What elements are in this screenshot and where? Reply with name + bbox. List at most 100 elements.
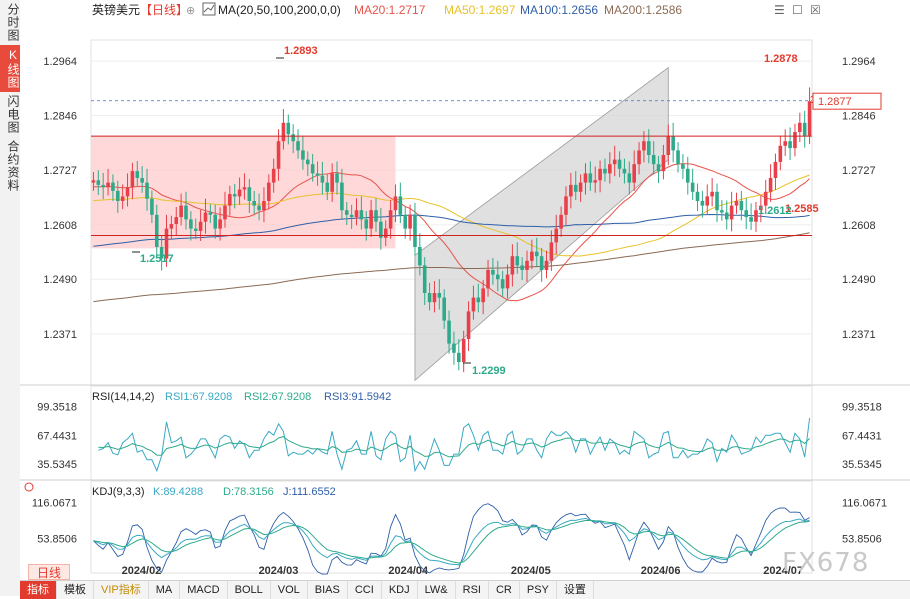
- candle-body: [705, 196, 710, 206]
- kdj-d-value: D:78.3156: [223, 486, 274, 498]
- candle-body: [349, 214, 354, 218]
- candle-body: [661, 155, 666, 172]
- y-tick-right: 1.2371: [842, 329, 876, 341]
- candle-body: [647, 141, 651, 155]
- candle-body: [379, 221, 383, 238]
- kdj-k-value: K:89.4288: [153, 486, 203, 498]
- candle-body: [374, 210, 378, 222]
- candle-body: [525, 260, 529, 270]
- candle-body: [320, 175, 325, 183]
- candle-body: [759, 205, 763, 211]
- candle-body: [281, 122, 286, 142]
- candle-body: [335, 173, 339, 183]
- candle-body: [539, 256, 544, 270]
- candle-body: [286, 122, 291, 135]
- rsi-slow-line: [98, 436, 810, 458]
- maximize-icon[interactable]: ☐: [792, 3, 803, 17]
- indicator-icon[interactable]: [202, 2, 216, 16]
- candle-body: [159, 247, 164, 259]
- candle-body: [749, 217, 753, 222]
- tab-cr[interactable]: CR: [489, 581, 520, 599]
- rsi-tick-right: 67.4431: [842, 430, 882, 442]
- tab-rsi[interactable]: RSI: [456, 581, 489, 599]
- kdj-d-line: [93, 519, 810, 564]
- candle-body: [198, 221, 203, 231]
- period-button[interactable]: 日线: [28, 564, 70, 580]
- candle-body: [676, 150, 680, 165]
- tab-lw[interactable]: LW&: [418, 581, 456, 599]
- kdj-j-line: [93, 503, 810, 575]
- candle-body: [773, 161, 778, 178]
- candle-body: [500, 279, 505, 289]
- menu-icon[interactable]: ☰: [774, 3, 785, 17]
- tab-cci[interactable]: CCI: [348, 581, 382, 599]
- candle-body: [515, 256, 520, 266]
- tab-vip-indicators[interactable]: VIP指标: [94, 581, 149, 599]
- tab-bias[interactable]: BIAS: [308, 581, 348, 599]
- tab-kdj[interactable]: KDJ: [382, 581, 418, 599]
- kdj-tick-left: 53.8506: [37, 534, 77, 546]
- rsi-panel: 99.3518 99.3518 67.4431 67.4431 35.5345 35.53…: [37, 402, 882, 473]
- kdj-j-value: J:111.6552: [283, 486, 336, 498]
- tab-templates[interactable]: 模板: [57, 581, 94, 599]
- kdj-panel: 116.0671 116.0671 53.8506 53.8506: [32, 497, 887, 575]
- candle-body: [685, 168, 690, 183]
- kdj-settings-icon[interactable]: [24, 482, 34, 492]
- tab-settings[interactable]: 设置: [557, 581, 594, 599]
- settings-icon[interactable]: ⊕: [186, 5, 195, 17]
- x-tick: 2024/03: [259, 565, 299, 577]
- y-tick-left: 1.2727: [43, 165, 77, 177]
- candlesticks: [91, 87, 812, 373]
- sidebar: 分时图 K线图 闪电图 合约资料: [0, 0, 21, 596]
- candle-body: [422, 265, 427, 293]
- x-tick: 2024/07: [763, 565, 803, 577]
- candle-body: [364, 219, 369, 229]
- candle-body: [598, 168, 602, 181]
- tab-psy[interactable]: PSY: [520, 581, 557, 599]
- ma20-value: MA20:1.2717: [354, 3, 426, 17]
- candle-body: [807, 101, 812, 136]
- candle-body: [715, 191, 719, 211]
- side-tab-intraday[interactable]: 分时图: [6, 3, 20, 42]
- candle-body: [164, 228, 169, 259]
- side-tab-flash[interactable]: 闪电图: [6, 95, 20, 134]
- candle-body: [651, 155, 656, 165]
- period-label: 【日线】: [140, 3, 188, 17]
- candle-body: [622, 168, 627, 174]
- rsi-tick-right: 99.3518: [842, 402, 882, 414]
- rsi3-value: RSI3:91.5942: [324, 391, 391, 403]
- candle-body: [695, 191, 700, 201]
- tab-indicators[interactable]: 指标: [20, 581, 57, 599]
- candle-body: [252, 201, 256, 206]
- candle-body: [403, 214, 408, 229]
- chart-area[interactable]: 1.28931.25171.22991.28781.28011.25851.26…: [20, 0, 910, 580]
- y-tick-right: 1.2846: [842, 110, 876, 122]
- candle-body: [247, 187, 252, 201]
- side-tab-kline[interactable]: K线图: [0, 45, 20, 92]
- candle-body: [96, 180, 101, 185]
- candle-body: [237, 189, 242, 197]
- candle-body: [452, 343, 456, 353]
- y-tick-left: 1.2608: [43, 220, 77, 232]
- candle-body: [418, 247, 422, 266]
- tab-vol[interactable]: VOL: [271, 581, 308, 599]
- candle-body: [218, 219, 222, 229]
- candle-body: [296, 141, 300, 151]
- tab-boll[interactable]: BOLL: [228, 581, 271, 599]
- date-axis: 2024/02 2024/03 2024/04 2024/05 2024/06 2024/…: [122, 565, 803, 577]
- candle-body: [549, 242, 554, 261]
- candle-body: [111, 182, 115, 191]
- current-price-box: [812, 92, 882, 110]
- close-icon[interactable]: ☒: [810, 3, 821, 17]
- candle-body: [671, 136, 675, 151]
- side-tab-contract-info[interactable]: 合约资料: [6, 140, 20, 192]
- rsi-tick-left: 35.5345: [37, 459, 77, 471]
- tab-ma[interactable]: MA: [149, 581, 181, 599]
- candle-body: [150, 198, 154, 215]
- candle-body: [330, 173, 334, 192]
- candle-body: [793, 132, 797, 149]
- resistance-zone: [91, 136, 396, 249]
- tab-macd[interactable]: MACD: [180, 581, 228, 599]
- candle-body: [408, 214, 412, 229]
- candle-body: [612, 159, 617, 165]
